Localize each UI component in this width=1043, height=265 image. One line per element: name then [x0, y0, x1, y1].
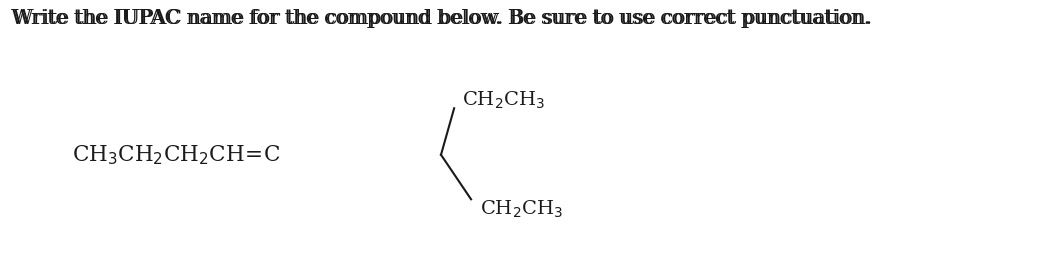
Text: CH$_2$CH$_3$: CH$_2$CH$_3$: [462, 90, 544, 111]
Text: CH$_3$CH$_2$CH$_2$CH$\!=\!$C: CH$_3$CH$_2$CH$_2$CH$\!=\!$C: [72, 143, 281, 167]
Text: CH$_2$CH$_3$: CH$_2$CH$_3$: [481, 198, 563, 220]
Text: Write the IUPAC name for the compound below. Be sure to use correct punctuation.: Write the IUPAC name for the compound be…: [10, 9, 870, 28]
Text: Write the IUPAC name for the compound below. Be sure to use correct punctuation.: Write the IUPAC name for the compound be…: [14, 9, 872, 28]
